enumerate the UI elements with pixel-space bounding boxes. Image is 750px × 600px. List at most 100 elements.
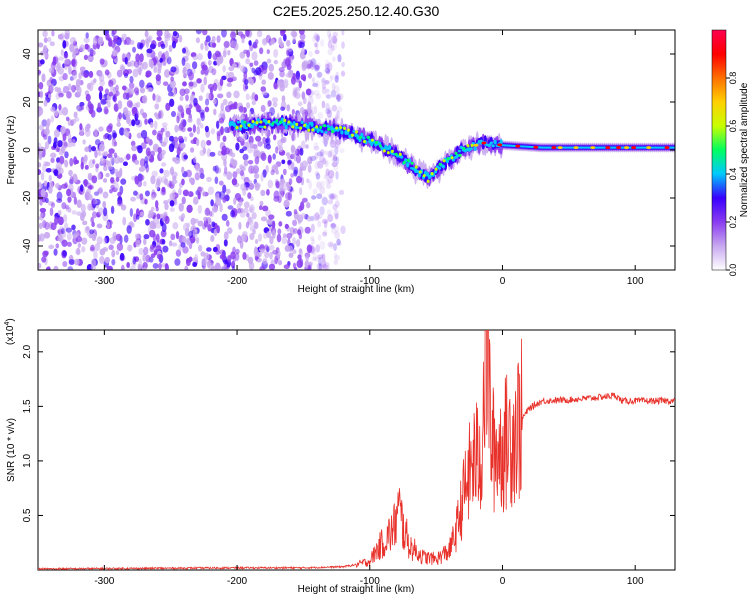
spectrogram-noise-cell	[51, 30, 55, 37]
spectrogram-noise-cell	[272, 153, 276, 160]
spectrogram-noise-cell	[223, 158, 227, 167]
spectrogram-noise-cell	[205, 216, 212, 225]
spectrogram-noise-cell	[326, 88, 330, 94]
spectrogram-noise-cell	[195, 138, 200, 147]
spectrogram-noise-cell	[182, 222, 190, 232]
spectrogram-peak-cell	[394, 152, 398, 156]
spectrogram-noise-cell	[44, 141, 50, 150]
spectrogram-noise-cell	[143, 180, 147, 187]
spectrogram-noise-cell	[61, 239, 68, 247]
spectrogram-noise-cell	[215, 167, 222, 174]
spectrogram-noise-cell	[122, 92, 128, 100]
spectrogram-noise-cell	[87, 56, 94, 62]
spectrogram-noise-cell	[92, 159, 96, 165]
spectrogram-noise-cell	[299, 107, 305, 115]
spectrogram-noise-cell	[314, 33, 320, 42]
spectrogram-noise-cell	[215, 196, 222, 207]
spectrogram-noise-cell	[197, 244, 203, 252]
spectrogram-noise-cell	[210, 211, 214, 218]
spectrogram-peak-cell	[458, 153, 462, 158]
spectrogram-noise-cell	[44, 51, 49, 60]
spectrogram-noise-cell	[275, 181, 280, 189]
spectrogram-noise-cell	[337, 54, 342, 63]
spectrogram-noise-cell	[273, 134, 277, 141]
spectrogram-noise-cell	[299, 30, 305, 35]
spectrogram-noise-cell	[267, 179, 274, 189]
spectrogram-noise-cell	[69, 43, 75, 53]
spectrogram-noise-cell	[155, 222, 162, 229]
spectrogram-noise-cell	[307, 101, 312, 111]
spectrogram-noise-cell	[277, 228, 282, 235]
spectrogram-noise-cell	[324, 161, 329, 168]
spectrogram-noise-cell	[311, 256, 317, 262]
spectrogram-noise-cell	[207, 186, 215, 195]
spectrogram-noise-cell	[130, 140, 136, 147]
spectrogram-y-label: Frequency (Hz)	[6, 116, 17, 185]
spectrogram-peak-cell	[362, 139, 366, 144]
spectrogram-noise-cell	[47, 265, 51, 270]
spectrogram-noise-cell	[97, 150, 102, 157]
spectrogram-peak-cell	[454, 151, 458, 155]
spectrogram-peak-cell	[295, 122, 299, 126]
spectrogram-noise-cell	[99, 157, 106, 164]
spectrogram-noise-cell	[77, 242, 82, 248]
spectrogram-peak-cell	[307, 128, 311, 132]
spectrogram-noise-cell	[230, 152, 236, 158]
spectrogram-noise-cell	[223, 259, 229, 265]
spectrogram-noise-cell	[243, 207, 249, 213]
spectrogram-noise-cell	[150, 59, 154, 69]
spectrogram-noise-cell	[219, 254, 226, 260]
spectrogram-noise-cell	[293, 209, 298, 215]
spectrogram-noise-cell	[242, 231, 248, 237]
spectrogram-noise-cell	[260, 189, 266, 196]
spectrogram-noise-cell	[174, 141, 179, 149]
spectrogram-noise-cell	[226, 171, 233, 180]
spectrogram-noise-cell	[63, 52, 69, 59]
spectrogram-noise-cell	[73, 111, 78, 119]
spectrogram-noise-cell	[132, 256, 137, 265]
spectrogram-noise-cell	[135, 208, 140, 217]
spectrogram-noise-cell	[169, 192, 176, 200]
spectrogram-noise-cell	[242, 146, 248, 151]
spectrogram-noise-cell	[227, 77, 234, 83]
spectrogram-noise-cell	[306, 244, 313, 254]
spectrogram-noise-cell	[168, 240, 173, 247]
spectrogram-noise-cell	[120, 65, 126, 72]
spectrogram-noise-cell	[113, 141, 118, 147]
spectrogram-noise-cell	[281, 95, 286, 103]
spectrogram-noise-cell	[307, 156, 313, 165]
spectrogram-noise-cell	[307, 164, 312, 173]
spectrogram-noise-cell	[146, 48, 153, 54]
spectrogram-ridge-cell	[441, 164, 446, 169]
spectrogram-noise-cell	[111, 49, 118, 57]
spectrogram-noise-cell	[136, 101, 141, 108]
spectrogram-noise-cell	[253, 151, 258, 158]
spectrogram-noise-cell	[103, 134, 108, 140]
spectrogram-noise-cell	[238, 200, 243, 207]
spectrogram-noise-cell	[292, 36, 296, 44]
spectrogram-noise-cell	[319, 206, 325, 216]
spectrogram-peak-cell	[446, 157, 450, 161]
spectrogram-noise-cell	[69, 157, 74, 167]
spectrogram-noise-cell	[39, 199, 43, 206]
spectrogram-noise-cell	[68, 259, 75, 266]
spectrogram-noise-cell	[285, 56, 291, 65]
spectrogram-noise-cell	[305, 254, 310, 262]
spectrogram-noise-cell	[339, 148, 345, 154]
spectrogram-noise-cell	[325, 183, 332, 189]
spectrogram-noise-cell	[322, 231, 328, 237]
spectrogram-y-tick-label: -40	[22, 238, 33, 253]
spectrogram-noise-cell	[323, 174, 330, 180]
spectrogram-noise-cell	[146, 136, 150, 143]
spectrogram-noise-cell	[262, 136, 267, 145]
spectrogram-peak-cell	[319, 125, 323, 129]
spectrogram-noise-cell	[68, 169, 73, 177]
spectrogram-noise-cell	[314, 160, 320, 170]
spectrogram-peak-cell	[311, 128, 315, 132]
spectrogram-noise-cell	[212, 53, 218, 61]
spectrogram-noise-cell	[340, 70, 346, 77]
spectrogram-noise-cell	[170, 66, 177, 73]
spectrogram-noise-cell	[92, 211, 97, 219]
spectrogram-noise-cell	[283, 78, 289, 89]
spectrogram-noise-cell	[213, 228, 218, 237]
